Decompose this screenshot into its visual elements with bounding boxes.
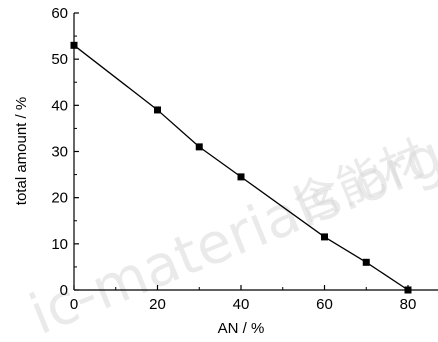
x-tick-label: 20: [149, 296, 166, 313]
y-tick-label: 60: [51, 5, 68, 22]
y-tick-label: 50: [51, 51, 68, 68]
x-axis-title: AN / %: [218, 320, 265, 337]
y-tick-label: 40: [51, 97, 68, 114]
data-point-marker: [70, 41, 78, 49]
y-tick-label: 10: [51, 236, 68, 253]
x-tick-label: 0: [70, 296, 78, 313]
x-tick-label: 80: [400, 296, 417, 313]
series-layer: [70, 41, 412, 294]
axes: 0 10 20 30 40 50 60 0 20 40 60 80: [51, 5, 438, 313]
data-point-marker: [237, 173, 245, 181]
data-point-marker: [362, 258, 370, 266]
data-point-marker: [195, 143, 203, 151]
y-tick-label: 30: [51, 144, 68, 161]
data-point-marker: [321, 233, 328, 241]
y-tick-label: 0: [60, 282, 68, 299]
y-axis-title: total amount / %: [13, 97, 30, 205]
y-tick-label: 20: [51, 190, 68, 207]
watermark-latin: ic-materials.org.cn: [21, 92, 438, 342]
data-point-marker: [154, 106, 161, 114]
x-tick-label: 40: [233, 296, 250, 313]
watermark: ic-materials.org.cn 含能材: [21, 92, 438, 342]
data-point-marker: [404, 286, 412, 294]
x-tick-label: 60: [316, 296, 333, 313]
